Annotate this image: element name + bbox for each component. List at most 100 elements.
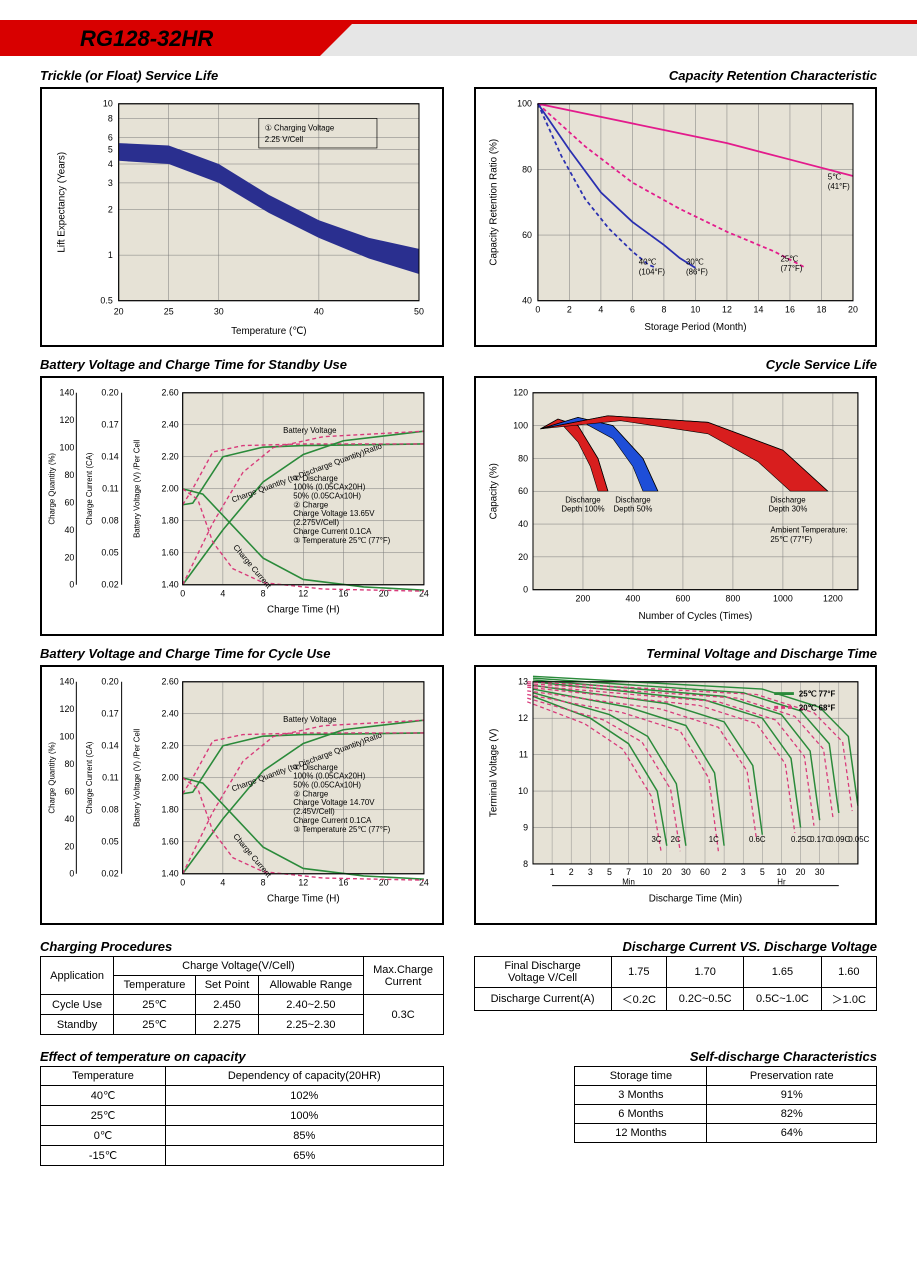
svg-text:0.25C: 0.25C: [791, 835, 812, 844]
svg-text:0.02: 0.02: [101, 869, 118, 879]
svg-text:0: 0: [180, 878, 185, 888]
svg-text:7: 7: [626, 867, 631, 877]
svg-text:(86°F): (86°F): [685, 267, 707, 276]
svg-text:400: 400: [625, 594, 640, 604]
svg-text:4: 4: [108, 159, 113, 169]
standby-chart: 048121620240204060801001201400.020.050.0…: [40, 376, 444, 636]
svg-text:5: 5: [606, 867, 611, 877]
svg-text:0: 0: [535, 305, 540, 315]
svg-text:25℃: 25℃: [780, 254, 798, 263]
svg-text:2.00: 2.00: [161, 773, 178, 783]
svg-text:40: 40: [65, 814, 75, 824]
svg-text:0.14: 0.14: [101, 452, 118, 462]
svg-text:0.14: 0.14: [101, 741, 118, 751]
svg-text:1C: 1C: [708, 835, 718, 844]
svg-text:② Charge: ② Charge: [293, 500, 329, 509]
svg-text:18: 18: [816, 305, 826, 315]
svg-text:3: 3: [740, 867, 745, 877]
header-bar: RG128-32HR: [0, 20, 917, 56]
svg-text:30: 30: [814, 867, 824, 877]
retention-chart: 024681012141618204060801005℃(41°F)25℃(77…: [474, 87, 878, 347]
svg-text:120: 120: [60, 415, 75, 425]
svg-text:(2.275V/Cell): (2.275V/Cell): [293, 518, 339, 527]
svg-text:600: 600: [675, 594, 690, 604]
svg-text:2.00: 2.00: [161, 484, 178, 494]
svg-text:0.08: 0.08: [101, 516, 118, 526]
svg-text:4: 4: [598, 305, 603, 315]
svg-text:Charge Voltage 14.70V: Charge Voltage 14.70V: [293, 798, 375, 807]
svg-text:4: 4: [220, 589, 225, 599]
svg-text:10: 10: [690, 305, 700, 315]
svg-text:80: 80: [518, 453, 528, 463]
svg-text:Charge Quantity (%): Charge Quantity (%): [48, 742, 57, 814]
svg-text:0.17: 0.17: [101, 420, 118, 430]
svg-text:8: 8: [523, 859, 528, 869]
svg-text:3: 3: [108, 178, 113, 188]
svg-text:80: 80: [65, 759, 75, 769]
svg-text:20: 20: [848, 305, 858, 315]
svg-text:0.05C: 0.05C: [848, 835, 869, 844]
svg-text:4: 4: [220, 878, 225, 888]
svg-text:100: 100: [60, 443, 75, 453]
svg-text:0.5: 0.5: [100, 296, 112, 306]
svg-text:0.02: 0.02: [101, 580, 118, 590]
self-discharge-table: Storage timePreservation rate3 Months91%…: [574, 1066, 877, 1143]
svg-text:Capacity Retention Ratio (%): Capacity Retention Ratio (%): [488, 139, 499, 266]
svg-text:Battery Voltage: Battery Voltage: [283, 426, 337, 435]
svg-text:2.40: 2.40: [161, 709, 178, 719]
terminal-title: Terminal Voltage and Discharge Time: [474, 642, 878, 665]
svg-text:12: 12: [518, 713, 528, 723]
svg-text:Battery Voltage (V) /Per Cell: Battery Voltage (V) /Per Cell: [132, 439, 141, 538]
svg-text:40: 40: [522, 296, 532, 306]
svg-text:6: 6: [629, 305, 634, 315]
svg-text:30℃: 30℃: [685, 258, 703, 267]
svg-text:Terminal Voltage (V): Terminal Voltage (V): [488, 729, 499, 818]
svg-text:140: 140: [60, 388, 75, 398]
svg-text:Charge Current 0.1CA: Charge Current 0.1CA: [293, 527, 372, 536]
svg-text:2: 2: [568, 867, 573, 877]
svg-text:8: 8: [108, 113, 113, 123]
svg-text:Discharge: Discharge: [565, 496, 601, 505]
discharge-cv-table: Final DischargeVoltage V/Cell1.751.701.6…: [474, 956, 878, 1011]
svg-text:1.80: 1.80: [161, 805, 178, 815]
svg-text:8: 8: [261, 878, 266, 888]
svg-text:Discharge: Discharge: [770, 496, 806, 505]
standby-title: Battery Voltage and Charge Time for Stan…: [40, 353, 444, 376]
charging-proc-title: Charging Procedures: [40, 931, 444, 956]
svg-text:0.6C: 0.6C: [748, 835, 765, 844]
svg-text:Discharge: Discharge: [615, 496, 651, 505]
svg-text:2C: 2C: [670, 835, 680, 844]
svg-text:0.17C: 0.17C: [810, 835, 831, 844]
charging-procedures-table: ApplicationCharge Voltage(V/Cell)Max.Cha…: [40, 956, 444, 1035]
svg-text:5: 5: [108, 144, 113, 154]
svg-text:1.80: 1.80: [161, 516, 178, 526]
svg-text:0: 0: [69, 869, 74, 879]
svg-text:100% (0.05CAx20H): 100% (0.05CAx20H): [293, 483, 365, 492]
svg-text:Capacity (%): Capacity (%): [488, 463, 499, 519]
svg-text:Battery Voltage: Battery Voltage: [283, 715, 337, 724]
svg-text:10: 10: [776, 867, 786, 877]
svg-text:800: 800: [725, 594, 740, 604]
svg-text:2.60: 2.60: [161, 388, 178, 398]
svg-text:60: 60: [522, 230, 532, 240]
svg-text:2: 2: [108, 205, 113, 215]
svg-text:① Charging Voltage: ① Charging Voltage: [265, 123, 335, 132]
svg-text:③ Temperature 25℃ (77°F): ③ Temperature 25℃ (77°F): [293, 825, 390, 834]
svg-text:6: 6: [108, 132, 113, 142]
svg-text:11: 11: [518, 750, 527, 760]
svg-text:100% (0.05CAx20H): 100% (0.05CAx20H): [293, 772, 365, 781]
svg-text:20: 20: [114, 306, 124, 316]
svg-text:80: 80: [65, 470, 75, 480]
svg-text:Charge Time (H): Charge Time (H): [267, 604, 340, 615]
svg-text:10: 10: [518, 786, 528, 796]
svg-text:20℃ 68°F: 20℃ 68°F: [798, 703, 835, 712]
selfd-title: Self-discharge Characteristics: [474, 1041, 878, 1066]
dcdv-title: Discharge Current VS. Discharge Voltage: [474, 931, 878, 956]
svg-text:100: 100: [513, 421, 528, 431]
svg-text:0.05: 0.05: [101, 837, 118, 847]
svg-text:③ Temperature 25℃ (77°F): ③ Temperature 25℃ (77°F): [293, 536, 390, 545]
svg-text:0.11: 0.11: [102, 484, 119, 494]
svg-text:10: 10: [642, 867, 652, 877]
svg-text:60: 60: [700, 867, 710, 877]
svg-text:Depth 30%: Depth 30%: [768, 505, 807, 514]
